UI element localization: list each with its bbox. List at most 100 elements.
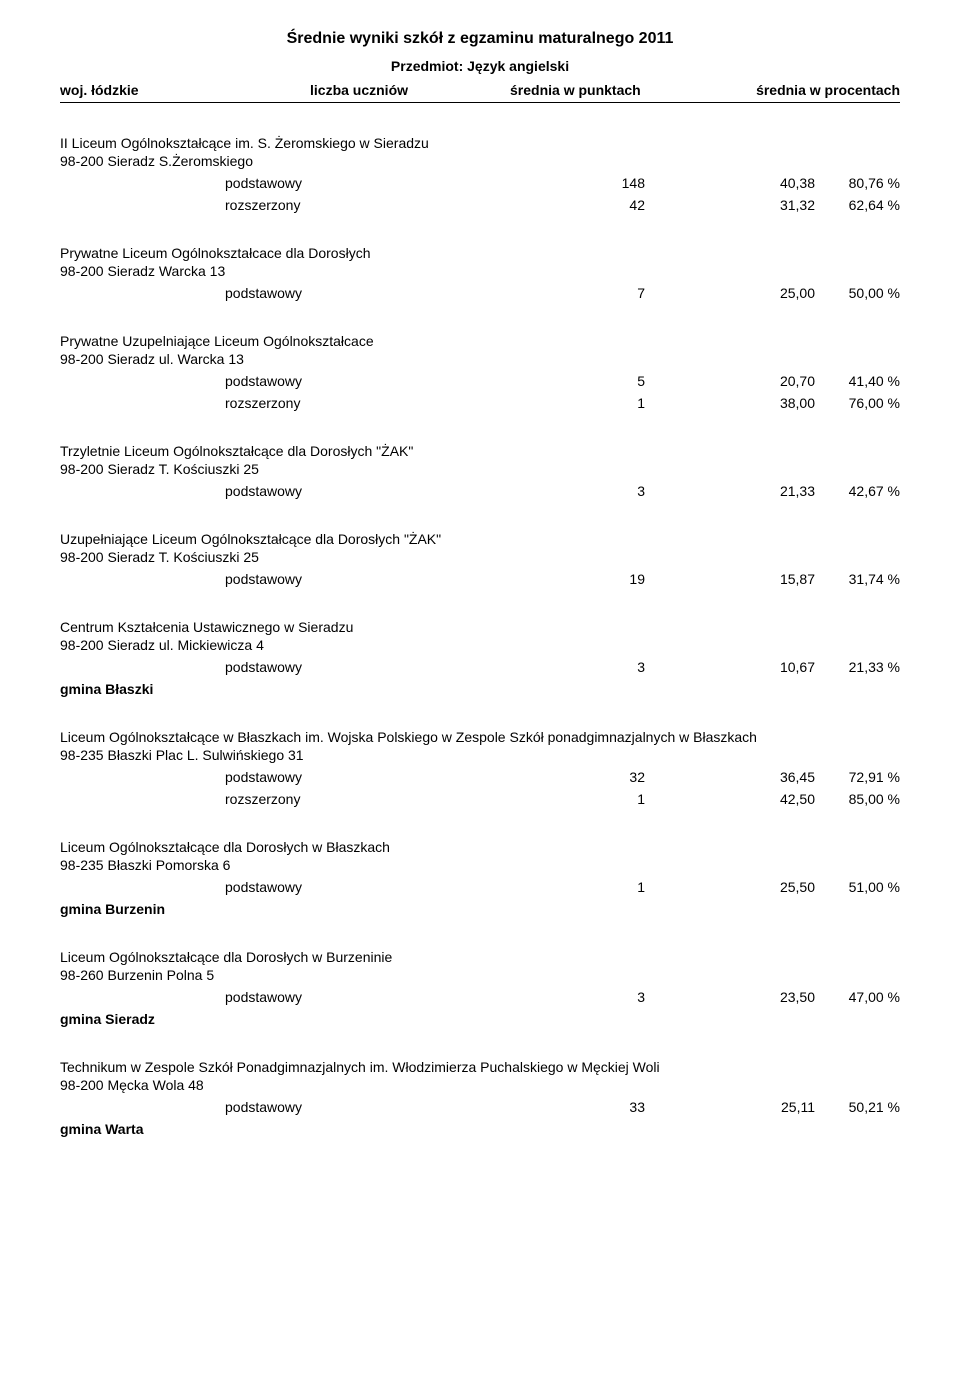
level-label: rozszerzony bbox=[60, 197, 475, 213]
avg-points: 10,67 bbox=[645, 659, 815, 675]
avg-percent: 50,00 % bbox=[815, 285, 900, 301]
student-count: 32 bbox=[475, 769, 645, 785]
data-row: podstawowy3325,1150,21 % bbox=[60, 1099, 900, 1115]
student-count: 1 bbox=[475, 879, 645, 895]
level-label: rozszerzony bbox=[60, 791, 475, 807]
school-address: 98-235 Błaszki Plac L. Sulwińskiego 31 bbox=[60, 747, 900, 763]
level-label: podstawowy bbox=[60, 659, 475, 675]
school-address: 98-200 Sieradz T. Kościuszki 25 bbox=[60, 461, 900, 477]
school-block: Liceum Ogólnokształcące dla Dorosłych w … bbox=[60, 949, 900, 1027]
avg-percent: 21,33 % bbox=[815, 659, 900, 675]
school-address: 98-200 Sieradz ul. Mickiewicza 4 bbox=[60, 637, 900, 653]
school-address: 98-200 Sieradz T. Kościuszki 25 bbox=[60, 549, 900, 565]
school-address: 98-200 Sieradz ul. Warcka 13 bbox=[60, 351, 900, 367]
data-row: podstawowy14840,3880,76 % bbox=[60, 175, 900, 191]
school-block: Liceum Ogólnokształcące w Błaszkach im. … bbox=[60, 729, 900, 807]
col-count-header: liczba uczniów bbox=[310, 82, 510, 98]
data-row: podstawowy725,0050,00 % bbox=[60, 285, 900, 301]
avg-points: 25,50 bbox=[645, 879, 815, 895]
level-label: podstawowy bbox=[60, 175, 475, 191]
level-label: podstawowy bbox=[60, 989, 475, 1005]
school-address: 98-200 Sieradz Warcka 13 bbox=[60, 263, 900, 279]
student-count: 33 bbox=[475, 1099, 645, 1115]
school-address: 98-200 Męcka Wola 48 bbox=[60, 1077, 900, 1093]
school-name: Trzyletnie Liceum Ogólnokształcące dla D… bbox=[60, 443, 900, 459]
student-count: 1 bbox=[475, 791, 645, 807]
school-name: Technikum w Zespole Szkół Ponadgimnazjal… bbox=[60, 1059, 900, 1075]
school-name: Liceum Ogólnokształcące dla Dorosłych w … bbox=[60, 839, 900, 855]
avg-points: 21,33 bbox=[645, 483, 815, 499]
avg-points: 25,00 bbox=[645, 285, 815, 301]
avg-points: 42,50 bbox=[645, 791, 815, 807]
school-name: II Liceum Ogólnokształcące im. S. Żeroms… bbox=[60, 135, 900, 151]
school-name: Liceum Ogólnokształcące dla Dorosłych w … bbox=[60, 949, 900, 965]
student-count: 1 bbox=[475, 395, 645, 411]
avg-percent: 31,74 % bbox=[815, 571, 900, 587]
avg-percent: 42,67 % bbox=[815, 483, 900, 499]
level-label: podstawowy bbox=[60, 571, 475, 587]
avg-percent: 51,00 % bbox=[815, 879, 900, 895]
student-count: 42 bbox=[475, 197, 645, 213]
school-address: 98-260 Burzenin Polna 5 bbox=[60, 967, 900, 983]
school-block: Uzupełniające Liceum Ogólnokształcące dl… bbox=[60, 531, 900, 587]
student-count: 3 bbox=[475, 659, 645, 675]
gmina-label: gmina Sieradz bbox=[60, 1011, 900, 1027]
level-label: podstawowy bbox=[60, 483, 475, 499]
data-row: podstawowy1915,8731,74 % bbox=[60, 571, 900, 587]
level-label: podstawowy bbox=[60, 1099, 475, 1115]
level-label: podstawowy bbox=[60, 285, 475, 301]
data-row: podstawowy310,6721,33 % bbox=[60, 659, 900, 675]
school-name: Prywatne Liceum Ogólnokształcace dla Dor… bbox=[60, 245, 900, 261]
student-count: 19 bbox=[475, 571, 645, 587]
school-block: Prywatne Uzupelniające Liceum Ogólnokszt… bbox=[60, 333, 900, 411]
gmina-label: gmina Burzenin bbox=[60, 901, 900, 917]
avg-points: 15,87 bbox=[645, 571, 815, 587]
school-name: Uzupełniające Liceum Ogólnokształcące dl… bbox=[60, 531, 900, 547]
avg-percent: 62,64 % bbox=[815, 197, 900, 213]
avg-points: 36,45 bbox=[645, 769, 815, 785]
column-header-row: woj. łódzkie liczba uczniów średnia w pu… bbox=[60, 82, 900, 103]
avg-percent: 85,00 % bbox=[815, 791, 900, 807]
avg-percent: 72,91 % bbox=[815, 769, 900, 785]
school-address: 98-200 Sieradz S.Żeromskiego bbox=[60, 153, 900, 169]
subject-label: Przedmiot: Język angielski bbox=[60, 58, 900, 74]
avg-points: 40,38 bbox=[645, 175, 815, 191]
avg-points: 31,32 bbox=[645, 197, 815, 213]
school-name: Centrum Kształcenia Ustawicznego w Siera… bbox=[60, 619, 900, 635]
student-count: 148 bbox=[475, 175, 645, 191]
schools-list: II Liceum Ogólnokształcące im. S. Żeroms… bbox=[60, 135, 900, 1137]
avg-percent: 50,21 % bbox=[815, 1099, 900, 1115]
avg-points: 38,00 bbox=[645, 395, 815, 411]
gmina-label: gmina Warta bbox=[60, 1121, 900, 1137]
data-row: rozszerzony4231,3262,64 % bbox=[60, 197, 900, 213]
data-row: podstawowy323,5047,00 % bbox=[60, 989, 900, 1005]
page-container: Średnie wyniki szkół z egzaminu maturaln… bbox=[0, 0, 960, 1177]
avg-points: 25,11 bbox=[645, 1099, 815, 1115]
avg-points: 23,50 bbox=[645, 989, 815, 1005]
school-block: Centrum Kształcenia Ustawicznego w Siera… bbox=[60, 619, 900, 697]
level-label: rozszerzony bbox=[60, 395, 475, 411]
region-label: woj. łódzkie bbox=[60, 82, 310, 98]
school-name: Prywatne Uzupelniające Liceum Ogólnokszt… bbox=[60, 333, 900, 349]
student-count: 5 bbox=[475, 373, 645, 389]
data-row: podstawowy125,5051,00 % bbox=[60, 879, 900, 895]
level-label: podstawowy bbox=[60, 879, 475, 895]
avg-points: 20,70 bbox=[645, 373, 815, 389]
school-name: Liceum Ogólnokształcące w Błaszkach im. … bbox=[60, 729, 900, 745]
data-row: podstawowy321,3342,67 % bbox=[60, 483, 900, 499]
school-block: Liceum Ogólnokształcące dla Dorosłych w … bbox=[60, 839, 900, 917]
student-count: 3 bbox=[475, 989, 645, 1005]
student-count: 3 bbox=[475, 483, 645, 499]
avg-percent: 47,00 % bbox=[815, 989, 900, 1005]
student-count: 7 bbox=[475, 285, 645, 301]
avg-percent: 41,40 % bbox=[815, 373, 900, 389]
col-avg-pct-header: średnia w procentach bbox=[710, 82, 900, 98]
data-row: podstawowy520,7041,40 % bbox=[60, 373, 900, 389]
data-row: rozszerzony142,5085,00 % bbox=[60, 791, 900, 807]
col-avg-points-header: średnia w punktach bbox=[510, 82, 710, 98]
avg-percent: 76,00 % bbox=[815, 395, 900, 411]
school-block: Trzyletnie Liceum Ogólnokształcące dla D… bbox=[60, 443, 900, 499]
school-address: 98-235 Błaszki Pomorska 6 bbox=[60, 857, 900, 873]
data-row: podstawowy3236,4572,91 % bbox=[60, 769, 900, 785]
avg-percent: 80,76 % bbox=[815, 175, 900, 191]
